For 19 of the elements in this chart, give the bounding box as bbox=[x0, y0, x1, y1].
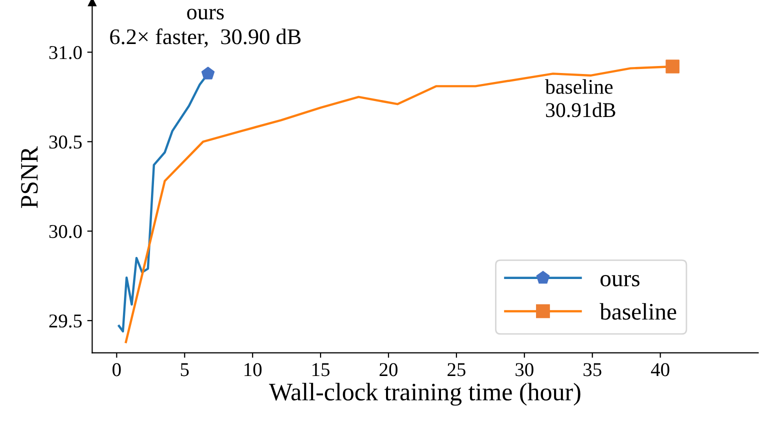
y-tick-label: 30.0 bbox=[49, 224, 82, 238]
x-tick-label: 35 bbox=[584, 363, 602, 376]
x-tick-label: 15 bbox=[312, 363, 330, 376]
y-tick-label: 30.5 bbox=[49, 135, 82, 149]
annotation: ours 6.2× faster, 30.90 dB bbox=[110, 8, 301, 48]
x-tick-label: 25 bbox=[448, 363, 466, 376]
x-tick-label: 10 bbox=[244, 363, 262, 376]
annotation: baseline 30.91dB bbox=[545, 79, 616, 118]
x-tick-label: 20 bbox=[380, 363, 398, 376]
legend-label: ours bbox=[600, 275, 640, 286]
y-axis-title: PSNR bbox=[21, 146, 38, 208]
x-axis-title: Wall-clock training time (hour) bbox=[268, 382, 580, 406]
x-tick-label: 40 bbox=[650, 363, 670, 376]
x-tick-label: 5 bbox=[180, 363, 189, 376]
y-tick-label: 29.5 bbox=[49, 314, 82, 328]
legend-label: baseline bbox=[600, 303, 676, 320]
y-tick-label: 31.0 bbox=[49, 46, 82, 60]
x-tick-label: 30 bbox=[516, 363, 534, 376]
x-tick-label: 0 bbox=[112, 363, 121, 376]
